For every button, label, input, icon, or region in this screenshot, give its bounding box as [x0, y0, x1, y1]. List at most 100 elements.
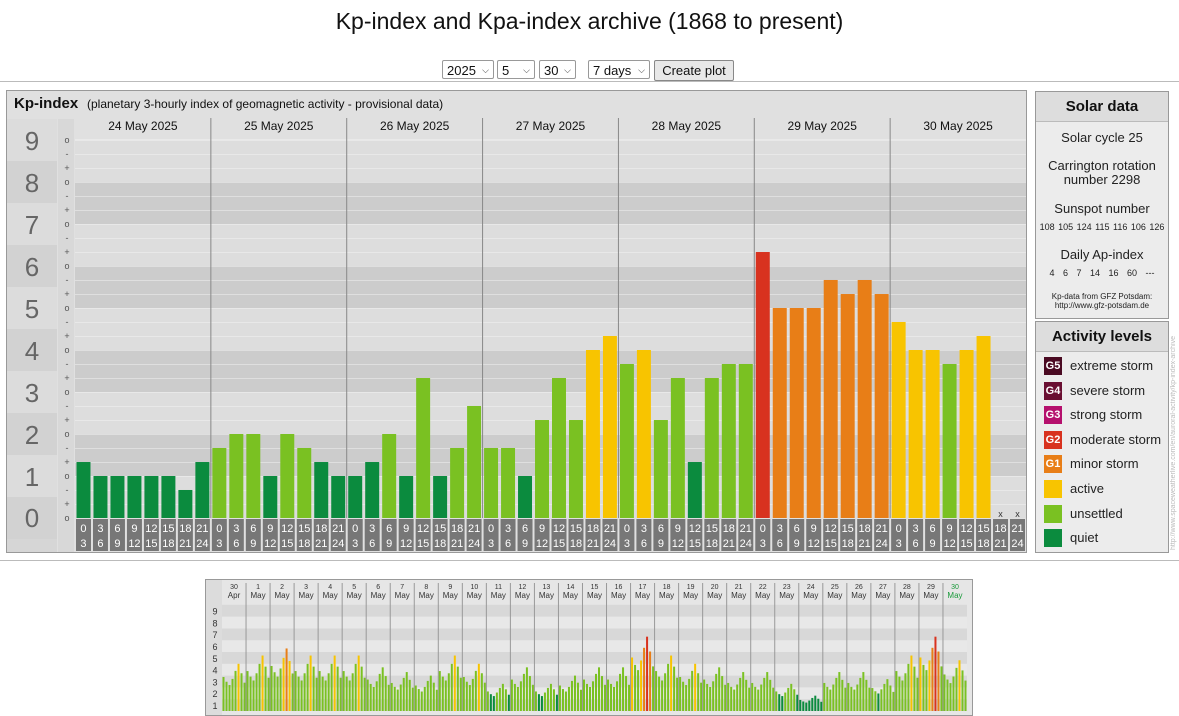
overview-bar — [558, 685, 561, 711]
overview-bar — [579, 689, 582, 711]
overview-bar — [928, 660, 931, 711]
overview-bar — [303, 673, 306, 711]
overview-bar — [787, 687, 790, 711]
overview-bar — [850, 686, 853, 711]
day-select[interactable]: 30 ⌵ — [539, 60, 576, 79]
overview-bar — [348, 680, 351, 711]
overview-y-tick: 3 — [212, 677, 217, 687]
activity-level-label: moderate storm — [1070, 431, 1162, 447]
overview-bar — [591, 681, 594, 711]
overview-bar — [357, 655, 360, 711]
overview-bar — [946, 679, 949, 711]
overview-bar — [513, 683, 516, 711]
carrington-rotation: Carrington rotation number 2298 — [1048, 158, 1156, 187]
overview-bar — [955, 667, 958, 711]
overview-month-label: May — [323, 591, 338, 600]
overview-bar — [871, 688, 874, 711]
overview-bar — [504, 689, 507, 711]
overview-day-label: 25 — [831, 584, 839, 591]
year-select[interactable]: 2025 ⌵ — [442, 60, 494, 79]
overview-bar — [258, 663, 261, 711]
overview-bar — [456, 666, 459, 711]
overview-bar — [270, 665, 273, 711]
overview-bar — [664, 673, 667, 711]
overview-bar — [844, 687, 847, 711]
overview-day-label: 7 — [400, 584, 404, 591]
watermark-text: http://www.spaceweatherlive.com/en/auror… — [1170, 336, 1177, 550]
overview-day-label: 19 — [687, 584, 695, 591]
overview-bar — [306, 663, 309, 711]
overview-bar — [585, 683, 588, 711]
overview-bar — [934, 636, 937, 711]
kp-panel-title: Kp-index — [14, 95, 79, 112]
overview-bar — [616, 681, 619, 711]
overview-bar — [459, 677, 462, 711]
activity-level-swatch: G4 — [1044, 381, 1062, 400]
overview-bar — [721, 676, 724, 711]
overview-bar — [552, 689, 555, 711]
overview-bar — [375, 681, 378, 711]
overview-bar — [294, 671, 297, 711]
overview-bar — [817, 698, 820, 711]
overview-bar — [501, 683, 504, 711]
divider — [0, 560, 1179, 561]
overview-bar — [775, 691, 778, 711]
overview-day-label: 26 — [855, 584, 863, 591]
overview-chart: 12345678930Apr1May2May3May4May5May6May7M… — [206, 580, 972, 715]
create-plot-button[interactable]: Create plot — [654, 60, 734, 81]
overview-bar — [823, 682, 826, 711]
overview-bar — [342, 671, 345, 711]
overview-bar — [321, 676, 324, 711]
overview-bar — [652, 666, 655, 711]
overview-bar — [916, 677, 919, 711]
overview-day-label: 28 — [903, 584, 911, 591]
overview-bar — [345, 676, 348, 711]
overview-bar — [507, 694, 510, 711]
overview-bar — [751, 682, 754, 711]
overview-bar — [429, 675, 432, 711]
overview-bar — [309, 655, 312, 711]
overview-bar — [820, 701, 823, 711]
overview-bar — [865, 679, 868, 711]
overview-month-label: May — [659, 591, 674, 600]
overview-bar — [889, 685, 892, 711]
overview-bar — [255, 673, 258, 711]
overview-bar — [661, 680, 664, 711]
overview-bar — [835, 677, 838, 711]
overview-bar — [423, 686, 426, 711]
activity-level-label: extreme storm — [1070, 358, 1154, 373]
overview-bar — [655, 671, 658, 711]
overview-y-tick: 9 — [212, 607, 217, 617]
overview-bar — [907, 663, 910, 711]
overview-y-tick: 5 — [212, 654, 217, 664]
overview-bar — [414, 685, 417, 711]
month-select[interactable]: 5 ⌵ — [497, 60, 535, 79]
overview-bar — [522, 673, 525, 711]
overview-bar — [772, 687, 775, 711]
overview-bar — [802, 701, 805, 711]
span-select[interactable]: 7 days ⌵ — [588, 60, 650, 79]
overview-day-label: 22 — [759, 584, 767, 591]
activity-level-label: minor storm — [1070, 456, 1139, 472]
overview-bar — [369, 683, 372, 711]
credit-link[interactable]: http://www.gfz-potsdam.de — [1054, 301, 1150, 310]
overview-bar — [799, 699, 802, 711]
activity-levels-panel: Activity levels G5 extreme storm G4 severe … — [1035, 321, 1169, 553]
overview-bar — [829, 689, 832, 711]
overview-bar — [619, 673, 622, 711]
overview-bar — [868, 687, 871, 711]
overview-bar — [856, 684, 859, 711]
activity-levels-title: Activity levels — [1036, 322, 1168, 352]
overview-bar — [739, 677, 742, 711]
overview-y-tick: 2 — [212, 689, 217, 699]
overview-bar — [673, 666, 676, 711]
overview-bar — [489, 694, 492, 711]
overview-day-label: 9 — [448, 584, 452, 591]
overview-day-label: 15 — [591, 584, 599, 591]
overview-bar — [949, 683, 952, 711]
overview-day-label: 3 — [304, 584, 308, 591]
chevron-down-icon: ⌵ — [523, 65, 530, 75]
overview-bar — [796, 694, 799, 711]
overview-bar — [588, 686, 591, 711]
overview-y-tick: 6 — [212, 642, 217, 652]
